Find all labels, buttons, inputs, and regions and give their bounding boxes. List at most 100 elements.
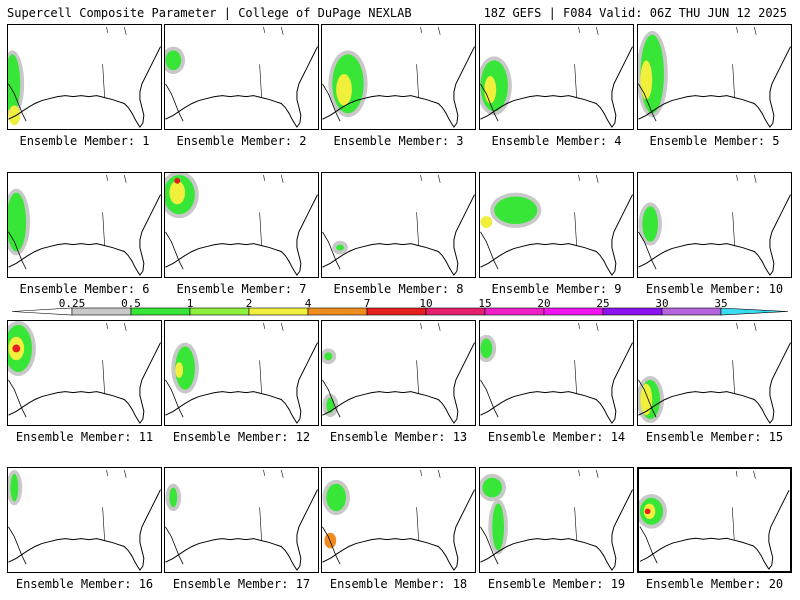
border-line [416, 26, 441, 98]
coastline [322, 194, 475, 276]
caption-prefix: Ensemble Member: [15, 577, 139, 591]
coastline [480, 46, 633, 128]
scp-contour-fill [484, 76, 497, 104]
member-map-panel [321, 24, 476, 130]
map-plot [480, 469, 633, 571]
border-line [259, 322, 284, 394]
member-map-panel [321, 172, 476, 278]
member-caption: Ensemble Member: 2 [164, 134, 319, 148]
border-line [165, 231, 184, 270]
colorbar-legend [12, 307, 788, 316]
member-caption: Ensemble Member: 5 [637, 134, 792, 148]
member-caption: Ensemble Member: 6 [7, 282, 162, 296]
member-map-panel [164, 172, 319, 278]
scp-contour-fill [175, 346, 195, 390]
member-caption: Ensemble Member: 19 [479, 577, 634, 591]
member-caption: Ensemble Member: 10 [637, 282, 792, 296]
border-line [574, 322, 599, 394]
member-number: 20 [768, 577, 784, 591]
member-number: 12 [295, 430, 311, 444]
member-caption: Ensemble Member: 20 [637, 577, 792, 591]
map-plot [638, 26, 791, 128]
border-line [259, 174, 284, 246]
colorbar-tick-label: 30 [655, 297, 669, 310]
member-number: 15 [768, 430, 784, 444]
border-line [259, 26, 284, 98]
caption-prefix: Ensemble Member: [329, 577, 453, 591]
map-plot [639, 470, 790, 570]
map-plot [638, 322, 791, 424]
member-map-panel [479, 24, 634, 130]
scp-contour-fill [494, 196, 538, 225]
coastline [480, 194, 633, 276]
border-line [732, 174, 757, 246]
member-number: 7 [299, 282, 307, 296]
scp-contour-fill [8, 105, 21, 126]
scp-contour-fill [326, 397, 335, 414]
colorbar-segment [720, 307, 788, 316]
member-map-panel [164, 467, 319, 573]
caption-prefix: Ensemble Member: [491, 134, 615, 148]
scp-contour-fill [165, 50, 182, 71]
member-map-panel [7, 172, 162, 278]
border-line [165, 83, 184, 122]
border-line [574, 26, 599, 98]
member-number: 11 [138, 430, 154, 444]
colorbar-tick-label: 7 [363, 297, 371, 310]
member-number: 5 [772, 134, 780, 148]
scp-contour-fill [8, 54, 21, 114]
map-plot [322, 469, 475, 571]
coastline [165, 194, 318, 276]
border-line [638, 231, 657, 270]
caption-prefix: Ensemble Member: [491, 282, 615, 296]
coastline [165, 342, 318, 424]
colorbar-tick-label: 10 [419, 297, 433, 310]
border-line [8, 526, 27, 565]
map-plot [8, 469, 161, 571]
member-caption: Ensemble Member: 12 [164, 430, 319, 444]
member-caption: Ensemble Member: 1 [7, 134, 162, 148]
map-plot [322, 174, 475, 276]
member-map-panel [479, 320, 634, 426]
scp-contour-fill [642, 206, 659, 242]
scp-contour-fill [324, 352, 333, 361]
caption-prefix: Ensemble Member: [176, 282, 300, 296]
caption-prefix: Ensemble Member: [645, 430, 769, 444]
member-map-panel [164, 24, 319, 130]
coastline [8, 342, 161, 424]
caption-prefix: Ensemble Member: [333, 282, 457, 296]
border-line [639, 526, 658, 564]
member-number: 9 [614, 282, 622, 296]
map-plot [165, 26, 318, 128]
colorbar-tick-label: 25 [596, 297, 610, 310]
member-map-panel [479, 172, 634, 278]
border-line [259, 469, 284, 541]
coastline [639, 489, 790, 570]
map-plot [8, 321, 161, 424]
scp-contour-fill [480, 216, 493, 228]
coastline [322, 342, 475, 424]
colorbar-tick-label: 0.5 [121, 297, 141, 310]
scp-contour-fill [644, 508, 651, 515]
colorbar-segment [366, 307, 427, 316]
member-map-panel [321, 320, 476, 426]
caption-prefix: Ensemble Member: [649, 134, 773, 148]
border-line [8, 83, 27, 122]
coastline [480, 489, 633, 571]
member-number: 3 [456, 134, 464, 148]
colorbar-segment [543, 307, 604, 316]
member-caption: Ensemble Member: 7 [164, 282, 319, 296]
map-plot [480, 26, 633, 128]
member-map-panel [7, 320, 162, 426]
border-line [574, 469, 599, 541]
map-plot [480, 322, 633, 424]
border-line [8, 231, 27, 270]
scp-contour-fill [12, 344, 21, 353]
border-line [480, 83, 499, 122]
scp-contour-fill [492, 503, 505, 551]
coastline [638, 46, 791, 128]
member-caption: Ensemble Member: 9 [479, 282, 634, 296]
member-number: 4 [614, 134, 622, 148]
border-line [165, 379, 184, 418]
map-plot [165, 322, 318, 424]
